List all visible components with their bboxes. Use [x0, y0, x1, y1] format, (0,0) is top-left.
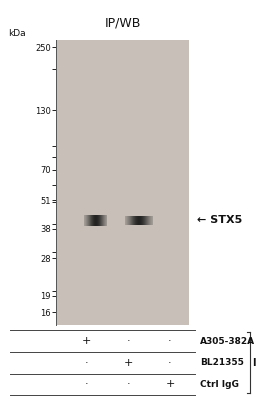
- Text: ·: ·: [168, 358, 172, 368]
- Text: ·: ·: [85, 379, 88, 389]
- Text: BL21355: BL21355: [200, 358, 243, 367]
- Text: ·: ·: [168, 336, 172, 346]
- Text: IP: IP: [252, 358, 256, 368]
- Text: ·: ·: [126, 336, 130, 346]
- Text: ·: ·: [85, 358, 88, 368]
- Text: IP/WB: IP/WB: [105, 16, 141, 29]
- Text: kDa: kDa: [8, 28, 25, 38]
- Text: ← STX5: ← STX5: [197, 215, 242, 225]
- Text: ·: ·: [126, 379, 130, 389]
- Text: +: +: [124, 358, 133, 368]
- Text: A305-382A: A305-382A: [200, 337, 255, 346]
- Text: Ctrl IgG: Ctrl IgG: [200, 380, 239, 389]
- Text: +: +: [82, 336, 91, 346]
- Text: +: +: [165, 379, 175, 389]
